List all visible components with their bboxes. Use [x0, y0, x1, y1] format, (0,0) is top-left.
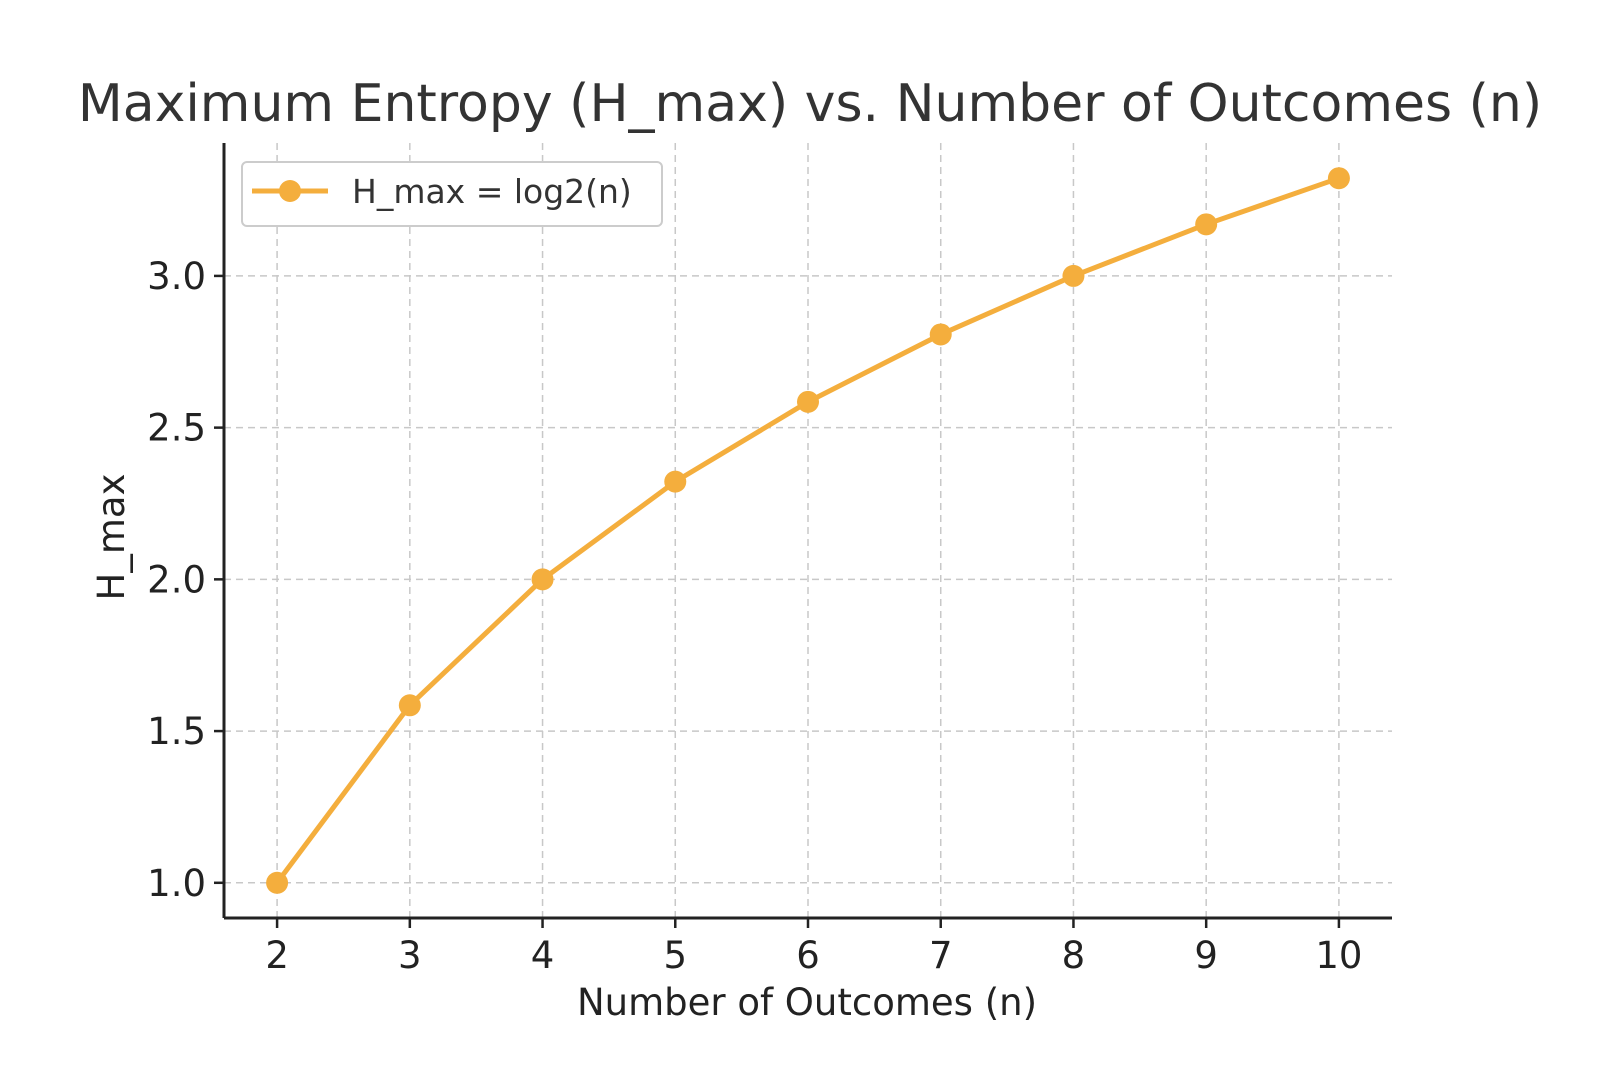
y-tick-label: 2.0: [147, 558, 206, 601]
x-tick-label: 8: [1062, 934, 1086, 977]
data-point: [929, 323, 952, 346]
legend: H_max = log2(n): [241, 161, 663, 227]
y-tick-label: 3.0: [147, 255, 206, 298]
y-axis-title: H_max: [90, 474, 133, 601]
x-tick-label: 4: [531, 934, 555, 977]
legend-label: H_max = log2(n): [352, 172, 632, 211]
data-point: [531, 568, 554, 591]
x-tick-label: 5: [663, 934, 687, 977]
x-tick-label: 6: [796, 934, 820, 977]
x-axis-title: Number of Outcomes (n): [577, 981, 1037, 1024]
data-point: [664, 470, 687, 493]
data-point: [1062, 264, 1085, 287]
y-tick-label: 1.0: [147, 862, 206, 905]
x-tick-label: 10: [1315, 934, 1362, 977]
x-tick-label: 3: [398, 934, 422, 977]
x-ticks: 2 3 4 5 6 7 8 9 10: [265, 918, 1362, 977]
legend-marker: [279, 180, 301, 202]
data-point: [1195, 213, 1218, 236]
grid: [224, 143, 1392, 918]
series: [266, 167, 1350, 894]
y-tick-label: 1.5: [147, 710, 206, 753]
chart-title: Maximum Entropy (H_max) vs. Number of Ou…: [78, 74, 1542, 134]
y-tick-label: 2.5: [147, 407, 206, 450]
y-ticks: 1.0 1.5 2.0 2.5 3.0: [147, 255, 224, 905]
x-tick-label: 2: [265, 934, 289, 977]
legend-frame: [241, 161, 663, 227]
data-point: [398, 694, 421, 717]
x-tick-label: 9: [1194, 934, 1218, 977]
data-point: [266, 871, 289, 894]
data-point: [797, 390, 819, 413]
data-point: [1327, 167, 1350, 190]
x-tick-label: 7: [929, 934, 953, 977]
